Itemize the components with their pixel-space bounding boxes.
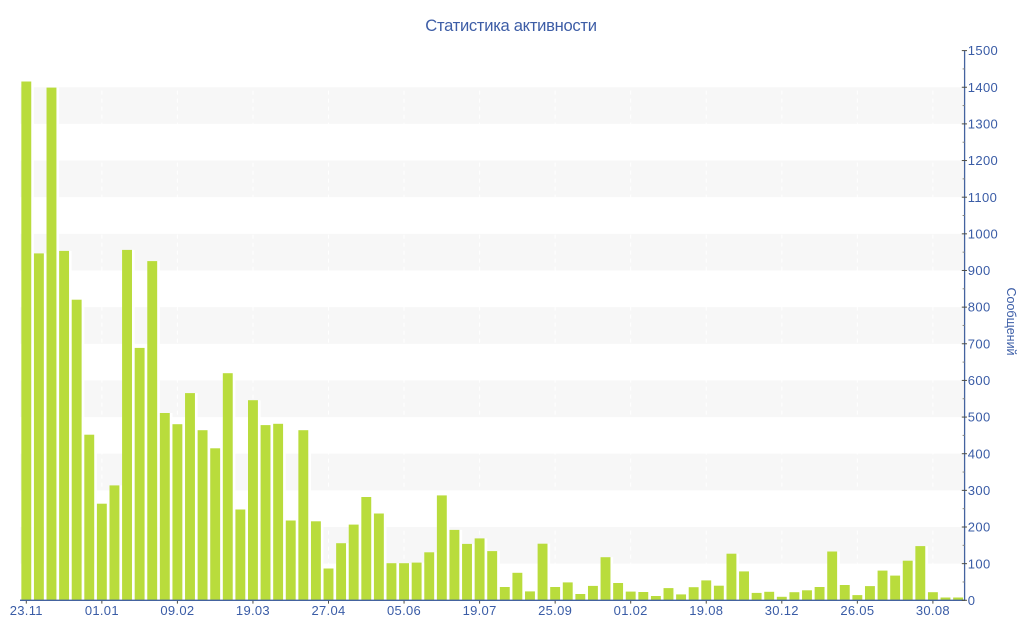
svg-text:500: 500	[968, 410, 991, 425]
svg-text:19.03: 19.03	[236, 603, 270, 618]
svg-text:400: 400	[968, 446, 991, 461]
svg-text:600: 600	[968, 373, 991, 388]
svg-text:Сообщений: Сообщений	[1004, 288, 1018, 356]
svg-text:05.06: 05.06	[387, 603, 421, 618]
svg-text:19.07: 19.07	[463, 603, 497, 618]
svg-text:01.02: 01.02	[614, 603, 648, 618]
svg-text:200: 200	[968, 520, 991, 535]
svg-text:800: 800	[968, 300, 991, 315]
svg-text:Статистика активности: Статистика активности	[425, 16, 596, 35]
svg-text:1000: 1000	[968, 226, 998, 241]
svg-text:100: 100	[968, 556, 991, 571]
svg-text:1500: 1500	[968, 43, 998, 58]
svg-text:09.02: 09.02	[160, 603, 194, 618]
svg-text:1100: 1100	[968, 190, 997, 205]
svg-text:27.04: 27.04	[311, 603, 345, 618]
svg-text:19.08: 19.08	[689, 603, 723, 618]
svg-text:1400: 1400	[968, 80, 998, 95]
svg-text:25.09: 25.09	[538, 603, 572, 618]
svg-text:01.01: 01.01	[85, 603, 119, 618]
svg-text:23.11: 23.11	[10, 603, 43, 618]
svg-text:300: 300	[968, 483, 991, 498]
svg-text:700: 700	[968, 336, 991, 351]
svg-text:1200: 1200	[968, 153, 998, 168]
svg-text:30.08: 30.08	[916, 603, 950, 618]
svg-text:900: 900	[968, 263, 991, 278]
svg-text:30.12: 30.12	[765, 603, 799, 618]
svg-text:1300: 1300	[968, 116, 998, 131]
svg-text:0: 0	[968, 593, 976, 608]
svg-text:26.05: 26.05	[840, 603, 874, 618]
